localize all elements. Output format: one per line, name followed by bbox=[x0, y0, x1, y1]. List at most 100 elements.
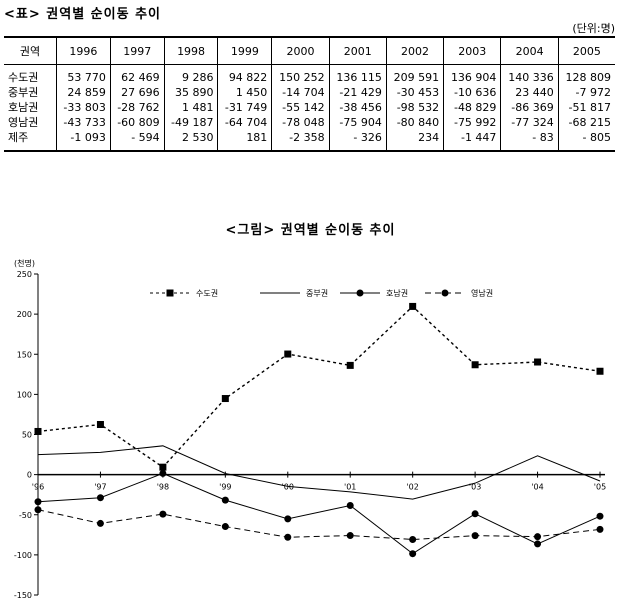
table-cell: -43 733 bbox=[56, 115, 111, 130]
data-point bbox=[96, 420, 104, 428]
data-point bbox=[346, 361, 354, 369]
table-cell: 27 696 bbox=[109, 85, 165, 100]
table-body: 수도권 53 770 62 469 9 286 94 822 150 252 136 115… bbox=[4, 64, 615, 152]
table-cell: -1 447 bbox=[443, 130, 501, 152]
table-cell: -86 369 bbox=[500, 100, 559, 115]
header-year: 2002 bbox=[385, 36, 444, 65]
table-cell: -7 972 bbox=[557, 85, 615, 100]
table-cell: -10 636 bbox=[443, 85, 501, 100]
table-cell: 181 bbox=[217, 130, 272, 152]
table-cell: -21 429 bbox=[328, 85, 387, 100]
data-point bbox=[96, 494, 104, 502]
y-tick-label: -100 bbox=[14, 551, 32, 560]
row-region: 중부권 bbox=[8, 86, 39, 99]
row-region: 호남권 bbox=[8, 101, 39, 114]
legend-label: 중부권 bbox=[306, 288, 328, 298]
table-cell: 2 530 bbox=[163, 130, 218, 152]
table-cell: -30 453 bbox=[385, 85, 444, 100]
table-cell: 1 481 bbox=[163, 100, 218, 115]
table-cell: 53 770 bbox=[56, 64, 111, 85]
data-point bbox=[34, 427, 42, 435]
series-line bbox=[37, 445, 601, 500]
y-tick-label: -50 bbox=[19, 511, 32, 520]
header-year: 2005 bbox=[557, 36, 615, 65]
y-tick-label: -150 bbox=[14, 591, 32, 600]
x-tick-label: '99 bbox=[219, 483, 231, 492]
table-cell: 140 336 bbox=[500, 64, 559, 85]
table-cell: - 594 bbox=[109, 130, 165, 152]
data-point bbox=[159, 510, 167, 518]
y-tick-label: 200 bbox=[17, 310, 32, 319]
table-cell: -77 324 bbox=[500, 115, 559, 130]
data-point bbox=[221, 496, 229, 504]
table-cell: -2 358 bbox=[271, 130, 330, 152]
line-chart: (천명) 250 200 150 100 50 0 -50 -100 -150 '96 '97 '98 '… bbox=[14, 258, 606, 600]
data-point bbox=[534, 358, 542, 366]
table-cell: 23 440 bbox=[500, 85, 559, 100]
legend-marker bbox=[166, 289, 174, 297]
data-point bbox=[284, 350, 292, 358]
table-cell: 35 890 bbox=[163, 85, 218, 100]
legend-label: 호남권 bbox=[386, 288, 408, 298]
y-axis-label: (천명) bbox=[14, 258, 35, 268]
header-year: 1999 bbox=[217, 36, 272, 65]
data-point bbox=[346, 532, 354, 540]
table-cell: -78 048 bbox=[271, 115, 330, 130]
table-cell: - 83 bbox=[500, 130, 559, 152]
table-cell: 1 450 bbox=[217, 85, 272, 100]
legend-label: 수도권 bbox=[196, 288, 218, 298]
table-row: 호남권 -33 803 -28 762 1 481 -31 749 -55 142 -38 … bbox=[4, 100, 615, 115]
table-cell: 234 bbox=[385, 130, 444, 152]
table-row: 제주 -1 093- 594 2 530 181 -2 358- 326 234 -1 44… bbox=[4, 130, 615, 152]
data-point bbox=[409, 535, 417, 543]
header-year: 2003 bbox=[443, 36, 501, 65]
row-region: 제주 bbox=[4, 130, 57, 152]
table-cell: 128 809 bbox=[557, 64, 615, 85]
header-year: 2004 bbox=[500, 36, 559, 65]
header-year: 1997 bbox=[109, 36, 165, 65]
x-tick-label: '05 bbox=[594, 483, 606, 492]
series-line bbox=[37, 509, 601, 541]
chart-title: <그림> 권역별 순이동 추이 bbox=[225, 223, 396, 238]
legend-marker bbox=[356, 289, 364, 297]
table-cell: -75 992 bbox=[443, 115, 501, 130]
table-cell: 136 115 bbox=[328, 64, 387, 85]
data-point bbox=[284, 533, 292, 541]
data-point bbox=[471, 532, 479, 540]
data-point bbox=[284, 515, 292, 523]
table-cell: -28 762 bbox=[109, 100, 165, 115]
table-cell: -49 187 bbox=[163, 115, 218, 130]
data-point bbox=[471, 361, 479, 369]
table-cell: -64 704 bbox=[217, 115, 272, 130]
header-year: 2000 bbox=[271, 36, 330, 65]
table-cell: -38 456 bbox=[328, 100, 387, 115]
series-line bbox=[37, 472, 601, 555]
table-cell: -55 142 bbox=[271, 100, 330, 115]
y-tick-label: 50 bbox=[22, 431, 32, 440]
x-tick-label: '00 bbox=[282, 483, 294, 492]
table-cell: - 805 bbox=[557, 130, 615, 152]
row-region: 영남권 bbox=[8, 116, 39, 129]
data-point bbox=[471, 510, 479, 518]
table-cell: -98 532 bbox=[385, 100, 444, 115]
table-cell: -33 803 bbox=[56, 100, 111, 115]
table-cell: -75 904 bbox=[328, 115, 387, 130]
data-point bbox=[534, 540, 542, 548]
x-tick-label: '03 bbox=[469, 483, 481, 492]
x-tick-label: '96 bbox=[32, 483, 44, 492]
table-title: <표> 권역별 순이동 추이 bbox=[4, 7, 162, 22]
data-point bbox=[596, 367, 604, 375]
data-point bbox=[409, 302, 417, 310]
x-tick-label: '01 bbox=[344, 483, 356, 492]
legend-marker bbox=[441, 289, 449, 297]
data-point bbox=[34, 506, 42, 514]
data-point bbox=[96, 519, 104, 527]
table-cell: -60 809 bbox=[109, 115, 165, 130]
data-point bbox=[346, 501, 354, 509]
table-cell: 94 822 bbox=[217, 64, 272, 85]
x-tick-label: '97 bbox=[94, 483, 106, 492]
data-point bbox=[596, 525, 604, 533]
table-header-row: 권역 1996 1997 1998 1999 2000 2001 2002 2003 2004 2… bbox=[4, 36, 615, 65]
y-tick-label: 250 bbox=[17, 270, 32, 279]
data-point bbox=[159, 469, 167, 477]
